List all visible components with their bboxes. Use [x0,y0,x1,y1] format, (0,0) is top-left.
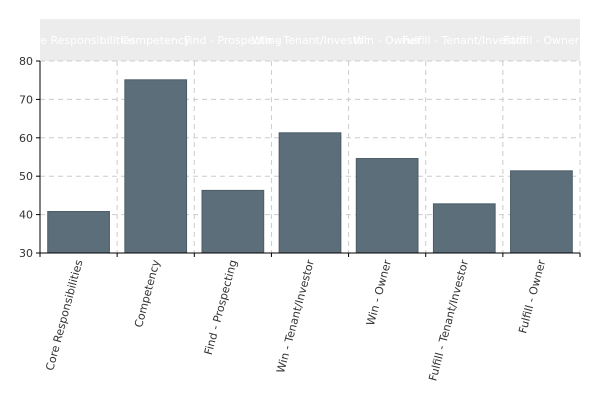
header-label: Win - Tenant/Investor [252,34,369,47]
bar[interactable] [201,189,265,254]
y-tick-label: 50 [19,170,33,183]
x-category-label: Fulfill - Tenant/Investor [426,258,471,382]
bar[interactable] [510,170,573,254]
x-category-label: Core Responsibilities [43,258,85,372]
bar[interactable] [355,158,419,254]
bar-layer [47,79,573,254]
x-category-label: Competency [132,258,163,329]
header-label: Find - Prospecting [184,34,282,47]
header-label: Win - Owner [353,34,421,47]
y-tick-label: 70 [19,93,33,106]
y-tick-label: 80 [19,55,33,68]
bar[interactable] [47,211,110,254]
y-tick-label: 40 [19,209,33,222]
header-band [40,19,580,61]
x-category-label: Win - Owner [364,258,394,327]
header-label: Core Responsibilities [22,34,136,47]
y-tick-label: 30 [19,247,33,260]
x-category-label: Win - Tenant/Investor [274,258,317,375]
axis-layer [36,60,581,257]
bar[interactable] [278,132,342,254]
header-label: Fulfill - Tenant/Investor [402,34,527,47]
bar[interactable] [432,203,496,254]
bar[interactable] [124,79,188,254]
y-tick-label: 60 [19,132,33,145]
x-category-label: Fulfill - Owner [516,258,548,335]
header-label: Competency [121,34,191,47]
x-category-label: Find - Prospecting [202,258,240,356]
header-label: Fulfill - Owner [504,34,580,47]
